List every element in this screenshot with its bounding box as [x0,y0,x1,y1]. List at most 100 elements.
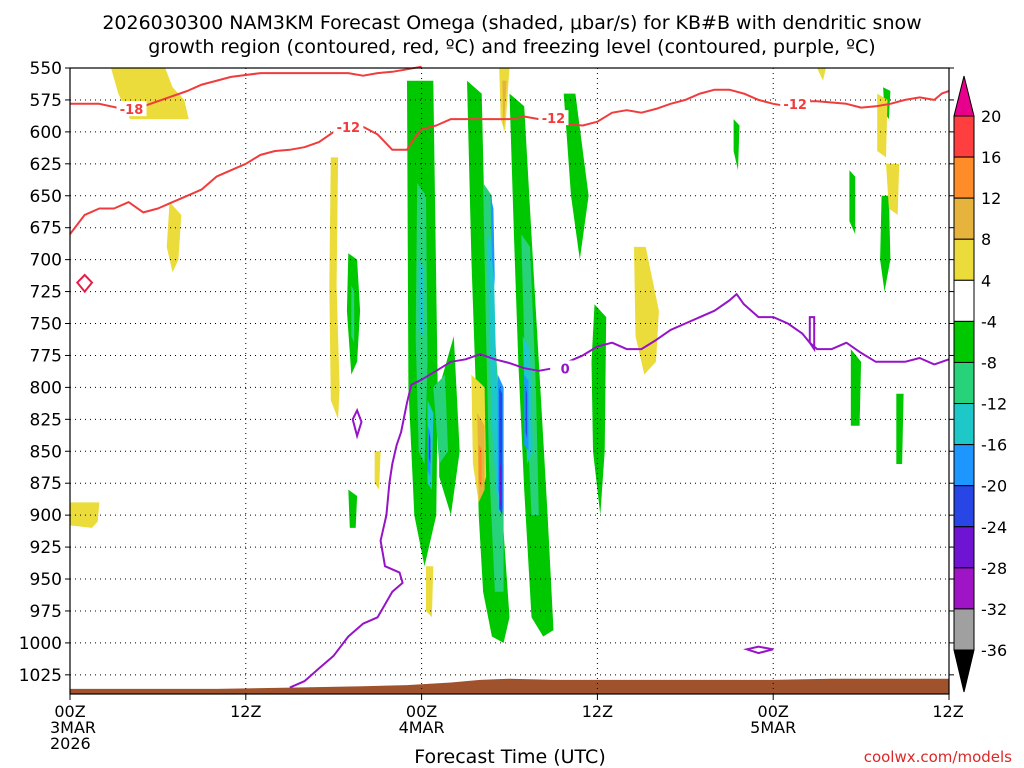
omega-region-6-1 [70,502,100,528]
colorbar-band [953,238,975,281]
contour-label-zero: 0 [561,363,570,378]
omega-region-3-0 [490,195,495,286]
x-tick-label: 12Z [582,702,613,721]
colorbar-label: 12 [981,189,1001,208]
contour-label-minus12-a: -12 [337,121,361,136]
red-small-loop [75,273,94,294]
colorbar-label: -16 [981,436,1007,455]
y-tick-label: 775 [30,346,62,366]
colorbar-label: -36 [981,641,1007,660]
colorbar-label: -24 [981,518,1007,537]
y-tick-label: 900 [30,506,62,526]
y-tick-label: 650 [30,187,62,207]
y-tick-label: 975 [30,602,62,622]
colorbar-band [953,403,975,446]
x-tick-label: 2026 [50,734,91,753]
y-tick-label: 625 [30,155,62,175]
omega-region-6-9 [877,93,888,158]
colorbar-label: 20 [981,107,1001,126]
freezing-small-loop-2 [743,645,774,655]
freezing-level-contour [289,293,950,689]
y-tick-label: 950 [30,570,62,590]
contour-label-zero-bg [550,360,581,376]
temperature-contours: -18 -12 -12 -12 0 [69,65,950,689]
x-tick-label: 00Z [54,702,85,721]
colorbar-label: 16 [981,148,1001,167]
freezing-small-loop-0 [351,407,363,440]
omega-region-0-4 [563,93,589,260]
omega-region-0-12 [896,393,904,464]
y-tick-label: 550 [30,59,62,79]
x-tick-label: 00Z [758,702,789,721]
omega-region-1-3 [351,285,355,343]
contour-label-minus18: -18 [120,103,144,118]
colorbar-band [953,485,975,528]
colorbar-band [953,115,975,158]
colorbar-band [953,361,975,405]
omega-region-0-11 [880,195,891,292]
omega-region-6-5 [426,566,434,618]
x-tick-label: 00Z [406,702,437,721]
x-tick-label: 4MAR [399,718,445,737]
plot-frame [69,67,950,695]
colorbar-band [953,320,975,363]
colorbar-label: -4 [981,312,997,331]
colorbar-band [953,197,975,240]
omega-region-6-4 [374,451,381,490]
omega-region-6-2 [166,202,182,273]
y-tick-label: 850 [30,442,62,462]
omega-region-0-5 [591,304,607,516]
x-axis-label: Forecast Time (UTC) [414,746,605,768]
freezing-small-loop-1 [808,316,816,353]
y-tick-label: 675 [30,219,62,239]
omega-region-4-2 [428,432,431,464]
y-tick-label: 575 [30,91,62,111]
x-tick-label: 3MAR [50,718,96,737]
ground-fill [70,678,949,694]
omega-region-0-7 [348,489,358,528]
y-tick-label: 700 [30,251,62,271]
colorbar-band [953,444,975,487]
colorbar-label: -32 [981,600,1007,619]
omega-region-6-10 [886,163,900,215]
grid-lines [69,67,950,694]
colorbar-band [953,608,975,651]
x-tick-label: 12Z [932,702,963,721]
chart-title-line1: 2026030300 NAM3KM Forecast Omega (shaded… [102,12,921,34]
omega-region-4-1 [525,387,528,439]
colorbar-label: -20 [981,477,1007,496]
credit-text: coolwx.com/models [864,748,1012,766]
omega-region-0-8 [733,119,740,171]
omega-region-0-9 [849,170,856,235]
y-tick-label: 825 [30,410,62,430]
omega-region-5-0 [500,464,502,509]
x-tick-label: 12Z [230,702,261,721]
contour-label-minus12-a-bg [333,119,364,135]
omega-region-6-11 [817,68,826,81]
y-tick-label: 750 [30,315,62,335]
colorbar-label: 4 [981,271,991,290]
y-axis: 550 575 600 625 650 675 700 725 750 775 800 825 850 8… [19,59,954,686]
ground-terrain [70,678,949,694]
chart-title-line2: growth region (contoured, red, ºC) and f… [148,36,875,58]
omega-region-2-3 [418,259,424,337]
y-tick-label: 800 [30,378,62,398]
colorbar-top-arrow [953,75,975,117]
omega-region-8-0 [478,444,482,487]
y-tick-label: 875 [30,474,62,494]
colorbar-band [953,156,975,199]
y-tick-label: 1000 [19,634,62,654]
colorbar: 20 16 12 8 4 -4 -8 -12 -16 -20 -24 -28 -32 -36 [953,75,1007,693]
y-tick-label: 1025 [19,666,62,686]
contour-label-minus12-b-bg [538,110,569,126]
contour-label-minus12-c-bg [780,96,811,112]
colorbar-label: -12 [981,395,1007,414]
colorbar-band [953,279,975,322]
y-tick-label: 925 [30,538,62,558]
contour-label-minus12-c: -12 [783,98,807,113]
y-tick-label: 600 [30,123,62,143]
colorbar-label: -28 [981,559,1007,578]
omega-region-6-3 [329,157,340,420]
